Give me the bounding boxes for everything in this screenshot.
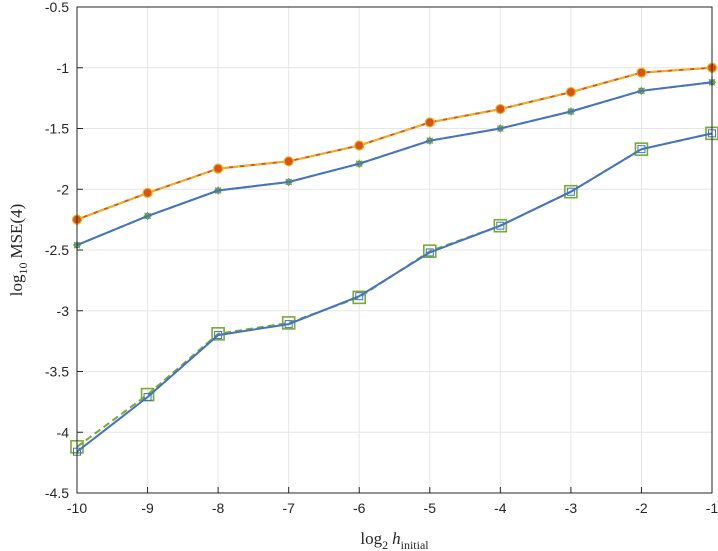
data-point: [496, 221, 505, 230]
series-4: [76, 81, 713, 247]
x-label-var-sub: initial: [401, 538, 430, 551]
y-tick-label: -3: [57, 303, 70, 319]
y-axis-ticks: -4.5 -4 -3.5 -3 -2.5 -2 -1.5 -1 -0.5: [45, 0, 83, 501]
data-point: [425, 248, 434, 257]
series-6: [73, 129, 716, 456]
series-line: [76, 66, 713, 221]
series-2: [71, 62, 718, 225]
data-point: [354, 140, 365, 151]
y-tick-label: -4: [57, 424, 70, 440]
y-label-base-sub: 10: [16, 263, 30, 275]
x-tick-label: -4: [494, 500, 507, 516]
x-label-base: log: [360, 529, 382, 548]
y-tick-label: -3.5: [45, 364, 69, 380]
x-tick-label: -3: [565, 500, 578, 516]
series-3: [73, 78, 716, 250]
x-tick-label: -9: [141, 500, 154, 516]
x-axis-label: log2 hinitial: [360, 529, 429, 551]
y-axis-label: log10 MSE(4): [7, 204, 30, 297]
x-tick-label: -7: [282, 500, 295, 516]
y-label-base: log: [7, 274, 26, 296]
series-line: [76, 132, 713, 453]
series-1: [76, 66, 713, 221]
series-line: [76, 132, 713, 448]
data-point: [283, 156, 294, 167]
x-tick-label: -10: [67, 500, 87, 516]
y-tick-label: -2: [57, 181, 70, 197]
data-point: [564, 184, 578, 199]
data-point: [493, 218, 508, 233]
series-group: [70, 62, 718, 456]
data-point: [143, 393, 152, 402]
y-tick-label: -1.5: [45, 121, 69, 137]
x-tick-label: -6: [353, 500, 366, 516]
y-tick-label: -4.5: [45, 485, 69, 501]
x-tick-label: -5: [424, 500, 437, 516]
x-tick-label: -2: [635, 500, 648, 516]
data-point: [284, 320, 293, 329]
x-axis-ticks: -10 -9 -8 -7 -6 -5 -4 -3 -2 -1: [67, 487, 718, 516]
data-point: [637, 145, 646, 154]
x-tick-label: -8: [212, 500, 225, 516]
data-point: [565, 86, 576, 98]
series-line: [76, 81, 713, 247]
data-point: [355, 292, 364, 301]
data-point: [422, 244, 437, 259]
series-5: [70, 126, 718, 454]
y-label-rest: MSE(4): [7, 204, 26, 259]
data-point: [213, 163, 224, 174]
data-point: [566, 187, 575, 196]
data-point: [352, 290, 367, 305]
data-point: [634, 142, 649, 156]
data-point: [424, 117, 435, 128]
x-tick-label: -1: [706, 500, 718, 516]
x-label-var: h: [392, 529, 401, 548]
data-point: [142, 187, 153, 198]
y-tick-label: -2.5: [45, 242, 69, 258]
data-point: [281, 316, 296, 330]
data-point: [495, 103, 506, 115]
series-line: [76, 66, 713, 221]
data-point: [214, 331, 223, 340]
y-tick-label: -0.5: [45, 0, 69, 15]
y-tick-label: -1: [57, 60, 70, 76]
x-label-base-sub: 2: [382, 538, 388, 551]
data-point: [636, 67, 647, 78]
